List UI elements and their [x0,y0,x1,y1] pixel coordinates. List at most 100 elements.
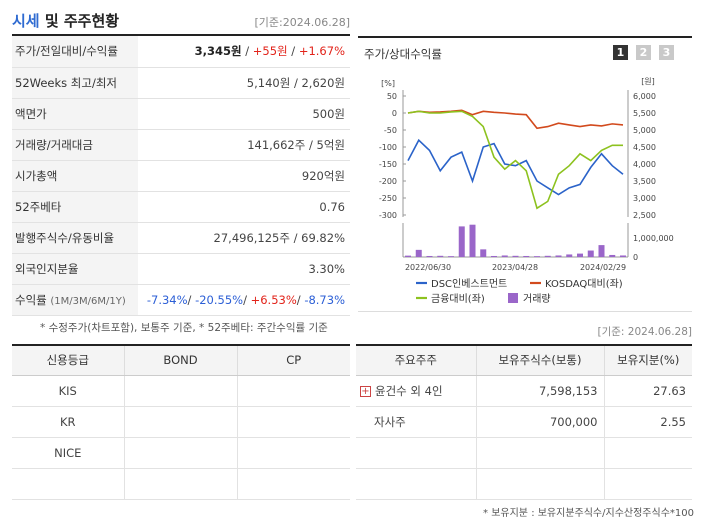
right-tick-label: 5,000 [633,126,656,135]
table-cell: 27.63 [603,375,692,407]
table-cell [356,437,476,469]
chart-page-3-button[interactable]: 3 [659,45,674,60]
table-cell [603,468,692,500]
volume-bar [555,255,562,257]
table-row: 수익률 (1M/3M/6M/1Y) -7.34%/ -20.55%/ +6.53… [12,284,350,316]
column-header: CP [236,344,350,376]
table-row: NICE [12,437,350,469]
volume-bar [577,253,583,257]
metric-label: 시가총액 [12,160,138,192]
legend-swatch [508,293,518,303]
right-tick-label: 3,500 [633,177,656,186]
x-tick-label: 2023/04/28 [492,263,538,272]
column-header: 보유주식수(보통) [475,344,604,376]
metric-label: 거래량/거래대금 [12,129,138,161]
volume-bar [566,254,573,257]
right-tick-label: 2,500 [633,211,656,220]
table-cell [475,437,604,469]
table-row: KR [12,406,350,438]
volume-bar [437,255,444,257]
volume-bar [609,254,616,257]
metric-value: 141,662주 / 5억원 [138,129,350,161]
volume-bar [415,249,422,257]
table-cell: KR [12,406,124,438]
column-header: BOND [123,344,237,376]
table-row: 52Weeks 최고/최저 5,140원 / 2,620원 [12,67,350,99]
expand-plus-icon[interactable]: + [360,385,371,397]
volume-bar [448,256,454,257]
right-axis-unit: [원] [641,77,655,86]
table-cell [236,375,350,407]
table-row: 52주베타 0.76 [12,191,350,223]
chart-page-1-button[interactable]: 1 [613,45,628,60]
volume-bar [501,255,508,257]
price-metrics-table: 주가/전일대비/수익률 3,345원 / +55원 / +1.67% 52Wee… [12,36,350,316]
metric-value: 3,345원 / +55원 / +1.67% [138,36,350,68]
volume-tick-label: 1,000,000 [633,234,674,243]
credit-rating-table: 신용등급 BOND CP KIS KR NICE [12,344,350,500]
table-cell [356,468,476,500]
metric-value: 5,140원 / 2,620원 [138,67,350,99]
table-row: 거래량/거래대금 141,662주 / 5억원 [12,129,350,161]
chart-title: 주가/상대수익률 [364,47,442,61]
left-tick-label: -150 [379,160,397,169]
left-tick-label: 50 [387,92,397,101]
volume-bar [587,250,594,257]
table-row: 시가총액 920억원 [12,160,350,192]
chart-page-2-button[interactable]: 2 [636,45,651,60]
left-tick-label: -300 [379,211,397,220]
right-tick-label: 5,500 [633,109,656,118]
table-cell [236,406,350,438]
metric-label: 발행주식수/유동비율 [12,222,138,254]
volume-bar [480,249,487,257]
left-tick-label: -250 [379,194,397,203]
table-row: 발행주식수/유동비율 27,496,125주 / 69.82% [12,222,350,254]
legend-label: 금융대비(좌) [431,293,485,305]
series-line [407,110,623,210]
column-header: 주요주주 [356,344,476,376]
volume-bar [469,224,476,257]
metric-label: 외국인지분율 [12,253,138,285]
volume-bar [620,255,626,257]
metric-value: 920억원 [138,160,350,192]
table-row: 자사주 700,000 2.55 [356,406,692,438]
table-cell: 2.55 [603,406,692,438]
metric-label: 52주베타 [12,191,138,223]
metric-label: 액면가 [12,98,138,130]
table-cell: 7,598,153 [475,375,604,407]
volume-bar [523,255,530,257]
metric-value: 0.76 [138,191,350,223]
metric-label: 수익률 (1M/3M/6M/1Y) [12,284,138,316]
left-tick-label: -50 [384,126,397,135]
right-tick-label: 4,500 [633,143,656,152]
volume-bar [598,245,605,257]
table-row: + 윤건수 외 4인 7,598,153 27.63 [356,375,692,407]
table-cell [123,375,237,407]
legend-label: KOSDAQ대비(좌) [545,278,623,290]
volume-bar [512,255,519,257]
table-cell: NICE [12,437,124,469]
section-header: 시세 및 주주현황 [기준:2024.06.28] [12,8,350,34]
base-date: [기준: 2024.06.28] [597,326,692,338]
table-cell [603,437,692,469]
header-divider [12,34,350,36]
volume-bar [534,256,540,257]
metric-label: 주가/전일대비/수익률 [12,36,138,68]
metric-value: 27,496,125주 / 69.82% [138,222,350,254]
table-cell [123,437,237,469]
major-shareholders-table: 주요주주 보유주식수(보통) 보유지분(%) + 윤건수 외 4인 7,598,1… [356,344,692,500]
table-header-row: 주요주주 보유주식수(보통) 보유지분(%) [356,344,692,376]
table-cell: 700,000 [475,406,604,438]
page-title: 시세 및 주주현황 [12,12,120,30]
table-row: KIS [12,375,350,407]
base-date: [기준:2024.06.28] [254,16,350,29]
table-row: 액면가 500원 [12,98,350,130]
table-cell [475,468,604,500]
right-tick-label: 3,000 [633,194,656,203]
volume-bar [405,255,411,257]
metric-value: 500원 [138,98,350,130]
table-cell: KIS [12,375,124,407]
volume-bar [491,255,497,257]
price-chart: [%] [원] 50 0 -50 -100 -150 -200 -250 -300 6,000 5,5… [379,77,674,305]
footnote: * 보유지분 : 보유지분주식수/지수산정주식수*100 [483,508,694,519]
